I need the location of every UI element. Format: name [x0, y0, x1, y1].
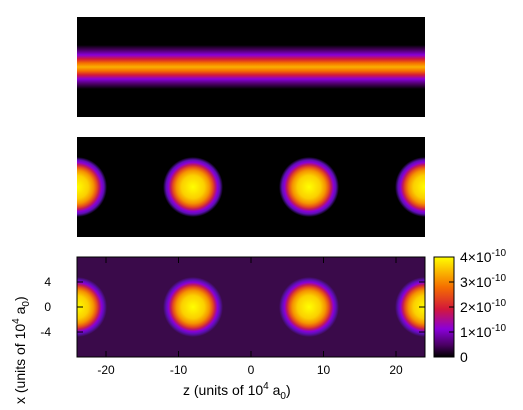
panel-top [77, 17, 425, 117]
density-spot [395, 157, 425, 217]
y-axis-label: x (units of 104 a0) [11, 296, 32, 404]
panel-bottom-background [77, 257, 425, 357]
density-spot [163, 157, 223, 217]
colorbar: 4×10-10 3×10-10 2×10-10 1×10-10 0 [433, 248, 506, 365]
x-tick-label: -20 [97, 363, 115, 377]
density-spot [163, 277, 223, 337]
density-spot [279, 157, 339, 217]
y-tick-label: -4 [40, 325, 51, 339]
x-tick-label: 10 [317, 363, 331, 377]
density-spot [77, 277, 107, 337]
panel-middle [77, 137, 425, 237]
y-tick-label: 0 [44, 300, 51, 314]
density-spot [395, 277, 425, 337]
x-tick-label: -10 [170, 363, 188, 377]
band-heatmap [77, 17, 425, 117]
x-axis-label: z (units of 104 a0) [183, 381, 291, 402]
panel-bottom: -20 -10 0 10 20 4 0 -4 [40, 256, 426, 377]
colorbar-tick-label: 2×10-10 [460, 298, 506, 315]
panel-middle-background [77, 137, 425, 237]
x-tick-label: 0 [248, 363, 255, 377]
y-tick-label: 4 [44, 275, 51, 289]
colorbar-tick-label: 3×10-10 [460, 273, 506, 290]
x-tick-label: 20 [389, 363, 403, 377]
colorbar-tick-label: 0 [460, 349, 468, 365]
density-spot [77, 157, 107, 217]
colorbar-tick-label: 4×10-10 [460, 248, 506, 265]
colorbar-tick-label: 1×10-10 [460, 323, 506, 340]
density-spot [279, 277, 339, 337]
